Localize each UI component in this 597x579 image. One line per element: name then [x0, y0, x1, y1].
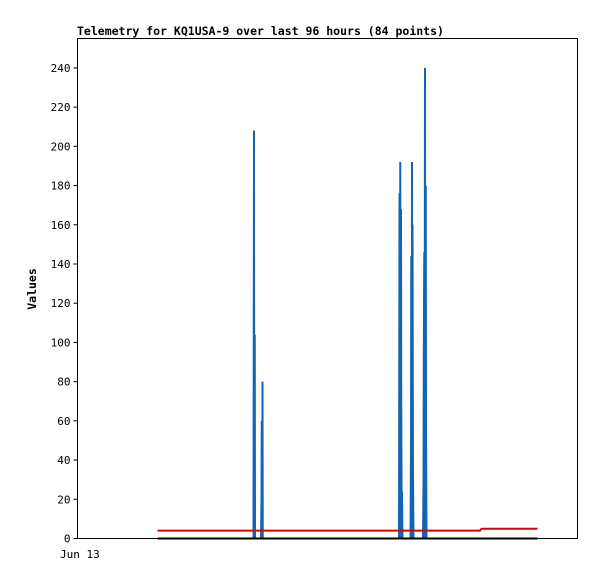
series-lines	[157, 67, 538, 540]
y-tick-label: 20	[57, 493, 70, 506]
x-tick-label: Jun 13	[60, 548, 100, 561]
y-tick-label: 200	[51, 140, 71, 153]
y-tick-label: 60	[57, 415, 70, 428]
y-axis-label: Values	[25, 268, 39, 310]
chart-title: Telemetry for KQ1USA-9 over last 96 hour…	[77, 24, 444, 38]
y-tick-label: 220	[51, 101, 71, 114]
y-tick-label: 120	[51, 297, 71, 310]
series-line-2	[157, 527, 538, 532]
y-axis: 0 20 40 60 80 100 120 140 160 180 200 220 240	[51, 62, 78, 546]
y-tick-label: 0	[64, 533, 71, 546]
y-tick-label: 80	[57, 376, 70, 389]
y-tick-label: 140	[51, 258, 71, 271]
plot-area	[77, 38, 578, 539]
y-tick-label: 240	[51, 62, 71, 75]
y-tick-label: 40	[57, 454, 70, 467]
y-tick-label: 160	[51, 219, 71, 232]
y-tick-label: 180	[51, 180, 71, 193]
y-tick-label: 100	[51, 336, 71, 349]
